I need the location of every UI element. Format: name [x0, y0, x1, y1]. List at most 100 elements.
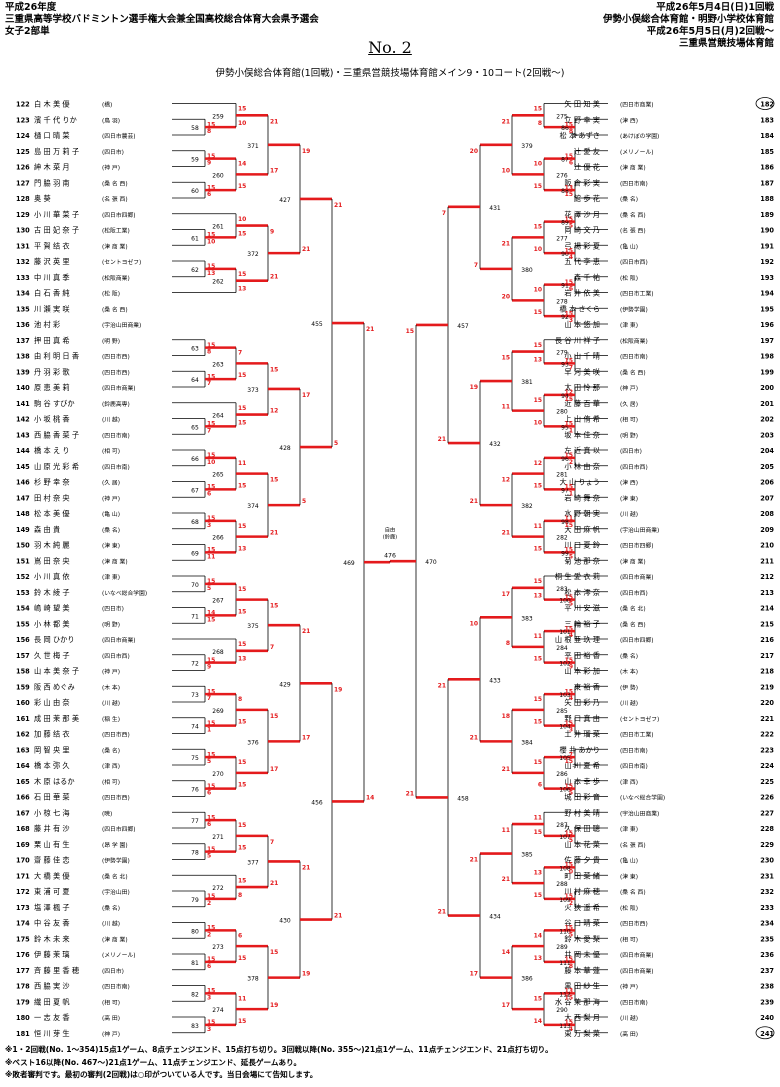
player-name: 谷 口 晴 菜 — [564, 919, 600, 928]
score: 15 — [565, 1019, 573, 1026]
player-name: 岡 智 央 里 — [34, 745, 70, 754]
score: 15 — [238, 641, 246, 648]
player-number: 147 — [16, 494, 30, 502]
player-name: 平 田 裕 香 — [564, 651, 600, 660]
match-number: 95 — [561, 424, 569, 431]
match-number: 264 — [212, 413, 224, 420]
player-name: 近 藤 百 華 — [564, 399, 600, 408]
score: 13 — [238, 545, 246, 552]
player-school: (相 可) — [102, 447, 120, 455]
score: 21 — [438, 436, 446, 443]
player-number: 211 — [760, 557, 774, 565]
player-name: 小 林 都 美 — [34, 619, 70, 628]
player-number: 183 — [760, 116, 774, 124]
score: 21 — [334, 913, 342, 920]
player-name: 長 岡 ひかり — [34, 635, 75, 644]
match-number: 270 — [212, 771, 224, 778]
player-number: 207 — [760, 494, 774, 502]
player-name: 森 千 祐 — [574, 273, 600, 282]
match-number: 271 — [212, 834, 224, 841]
match-number: 287 — [556, 822, 568, 829]
player-school: (四日市西) — [102, 731, 130, 739]
player-school: (桑 名 西) — [620, 620, 646, 628]
player-number: 229 — [760, 841, 774, 849]
score: 15 — [534, 829, 542, 836]
player-name: 西 脇 香 菜 子 — [34, 430, 79, 439]
match-number: 104 — [559, 724, 571, 731]
score: 15 — [207, 373, 215, 380]
player-number: 191 — [760, 242, 774, 250]
player-number: 192 — [760, 258, 774, 266]
player-school: (鳥 羽) — [102, 116, 120, 124]
player-school: (四日市商業) — [102, 636, 136, 644]
score: 19 — [302, 148, 310, 155]
player-name: 佐 藤 夕 貴 — [564, 856, 600, 865]
player-school: (神 戸) — [102, 494, 120, 502]
player-number: 184 — [760, 132, 774, 140]
score: 13 — [565, 988, 573, 995]
score: 15 — [238, 419, 246, 426]
score: 15 — [565, 657, 573, 664]
player-name: 栗 山 有 生 — [34, 840, 70, 849]
player-number: 238 — [760, 983, 774, 991]
player-school: (四日市西) — [620, 589, 648, 597]
match-number: 285 — [556, 708, 568, 715]
player-school: (四日市商業) — [102, 384, 136, 392]
score: 15 — [207, 846, 215, 853]
score: 6 — [207, 963, 211, 970]
player-school: (高 田) — [102, 1014, 120, 1022]
player-school: (伊勢学園) — [620, 305, 648, 313]
score: 4 — [569, 632, 573, 639]
score: 11 — [207, 553, 215, 560]
score: 7 — [569, 364, 573, 371]
player-school: (津 東) — [620, 321, 638, 329]
score: 15 — [207, 263, 215, 270]
player-school: (宇治山田商業) — [620, 526, 659, 534]
player-name: 小 林 由 奈 — [564, 462, 600, 471]
player-name: 伊 藤 茉 璃 — [34, 950, 70, 959]
circle-mark — [755, 97, 775, 110]
player-school: (相 可) — [102, 778, 120, 786]
match-number: 433 — [489, 677, 501, 684]
player-name: 田 村 奈 央 — [34, 493, 70, 502]
player-number: 136 — [16, 321, 30, 329]
player-number: 213 — [760, 589, 774, 597]
player-school: (桑 名 西) — [620, 211, 646, 219]
player-number: 198 — [760, 353, 774, 361]
player-number: 166 — [16, 794, 30, 802]
score: 15 — [565, 421, 573, 428]
score: 11 — [534, 814, 542, 821]
match-number: 278 — [556, 298, 568, 305]
match-number: 89 — [561, 220, 569, 227]
score: 7 — [270, 839, 274, 846]
score: 6 — [207, 790, 211, 797]
match-number: 90 — [561, 251, 569, 258]
match-number: 266 — [212, 535, 224, 542]
player-number: 200 — [760, 384, 774, 392]
score: 7 — [207, 380, 211, 387]
score: 19 — [270, 1002, 278, 1009]
score: 15 — [207, 925, 215, 932]
score: 7 — [569, 751, 573, 758]
player-number: 231 — [760, 872, 774, 880]
player-school: (四日市工業) — [620, 290, 654, 298]
match-number: 75 — [191, 755, 199, 762]
match-number: 456 — [311, 799, 323, 806]
player-number: 164 — [16, 762, 30, 770]
player-name: 羽 木 純 麗 — [34, 541, 70, 550]
player-school: (四日市西) — [620, 920, 648, 928]
player-number: 185 — [760, 148, 774, 156]
player-name: 立 野 幸 実 — [564, 115, 600, 124]
player-name: 濱 千 代 りか — [34, 115, 77, 124]
player-name: 火 狹 遥 希 — [564, 903, 600, 912]
player-school: (木 本) — [102, 683, 120, 691]
player-school: (あけぼの学園) — [620, 132, 659, 140]
player-school: (桑 名) — [620, 652, 638, 660]
match-number: 67 — [191, 487, 199, 494]
player-name: 東 裕 香 — [574, 682, 600, 691]
score: 2 — [569, 459, 573, 466]
player-school: (松 阪) — [620, 904, 638, 912]
player-school: (四日市南) — [620, 179, 648, 187]
match-number: 71 — [191, 613, 199, 620]
player-school: (四日市西) — [102, 368, 130, 376]
